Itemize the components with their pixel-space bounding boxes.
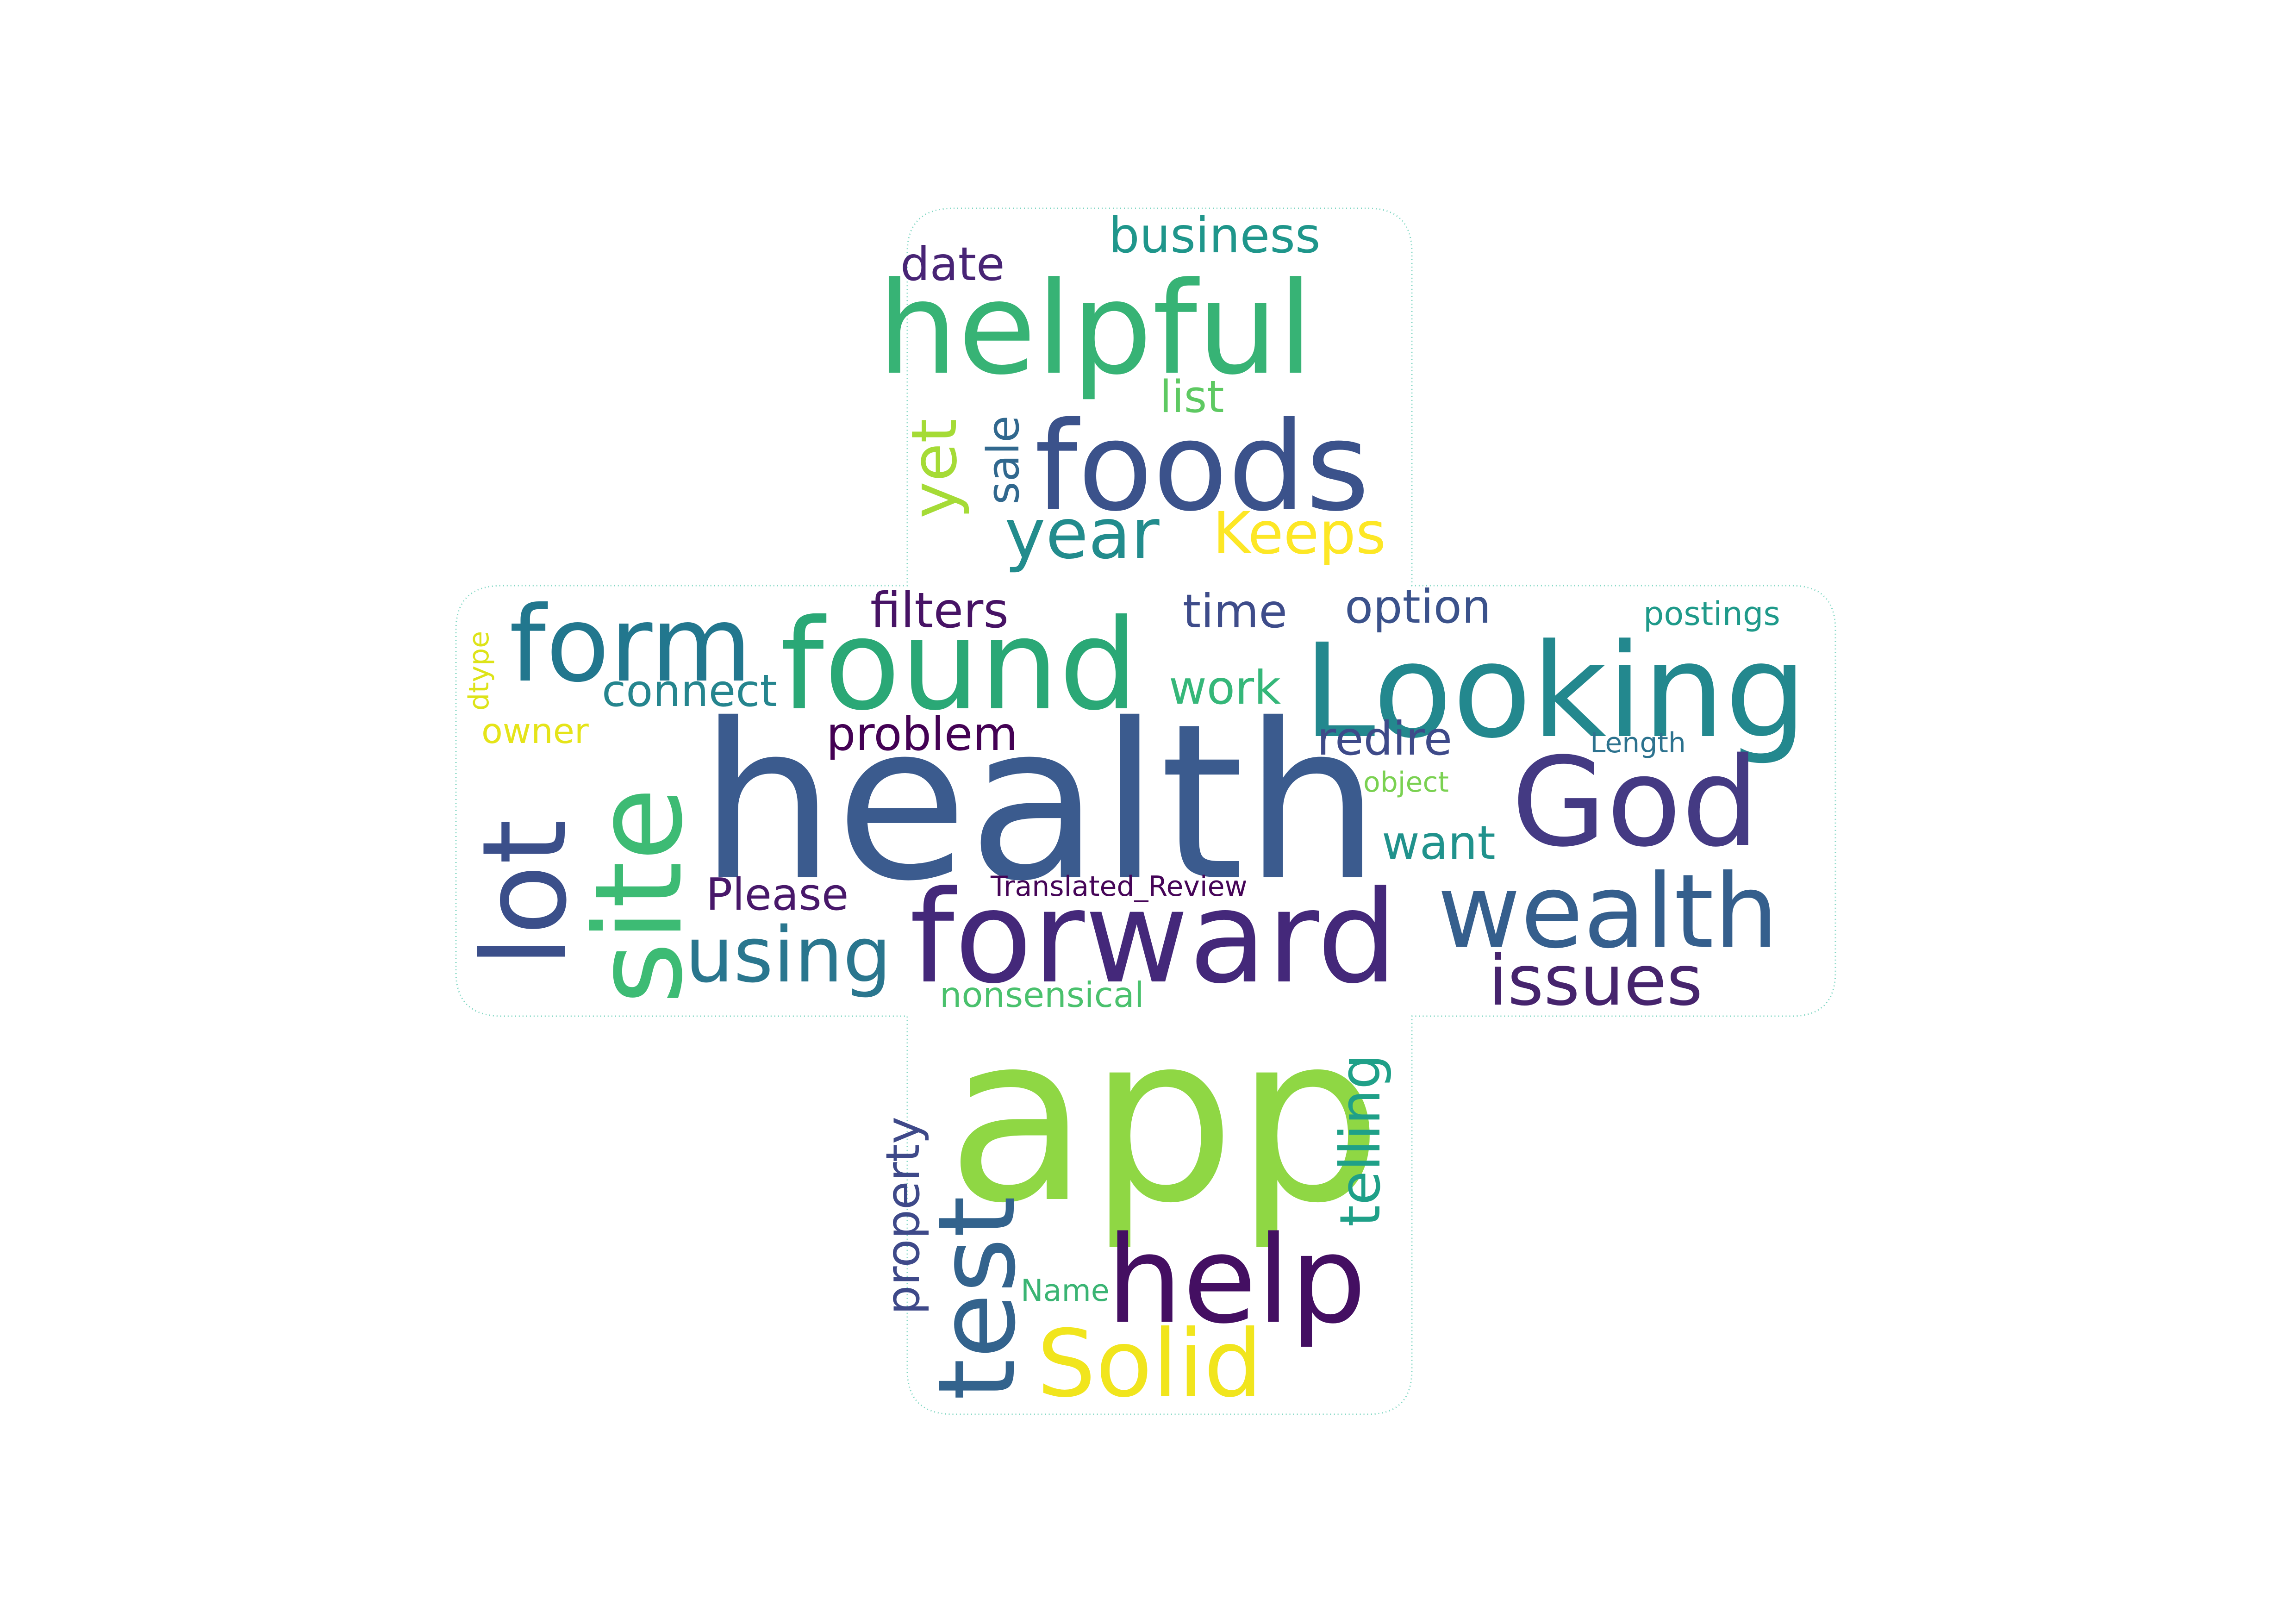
word-help: help [1106,1211,1366,1350]
word-solid: Solid [1037,1310,1262,1418]
word-looking: Looking [1303,616,1807,767]
word-health: health [699,677,1380,928]
word-using: using [685,911,892,999]
word-form: form [509,584,752,706]
word-option: option [1345,580,1491,634]
word-please: Please [706,869,849,920]
word-date: date [900,237,1005,291]
word-want: want [1382,816,1496,870]
word-sale: sale [978,415,1029,505]
word-property: property [876,1117,930,1315]
cross-shape-outline [455,207,1836,1415]
word-problem: problem [826,707,1018,761]
word-year: year [1004,494,1160,575]
word-issues: issues [1488,941,1703,1021]
word-app: app [947,984,1382,1254]
word-site: site [569,787,709,1005]
word-business: business [1109,207,1321,264]
word-forward: forward [910,863,1398,1012]
word-name: Name [1021,1274,1110,1308]
word-dtype: dtype [463,631,495,711]
word-object: object [1363,766,1449,799]
word-time: time [1183,584,1287,638]
word-list: list [1160,372,1224,423]
word-length: Length [1590,727,1686,759]
word-owner: owner [481,711,589,751]
word-lot: lot [457,819,592,968]
word-foods: foods [1035,396,1370,538]
word-telling: telling [1329,1054,1393,1227]
word-translated-review: Translated_Review [990,870,1248,903]
word-nonsensical: nonsensical [940,974,1144,1015]
word-found: found [780,592,1138,738]
word-redire: redire [1317,712,1452,766]
word-yet: yet [898,418,971,518]
word-filters: filters [870,582,1009,639]
word-wealth: wealth [1437,852,1778,971]
words-layer: app health forward Looking found helpful… [457,207,1807,1418]
word-work: work [1169,661,1281,715]
word-test: test [916,1196,1039,1400]
word-keeps: Keeps [1213,500,1386,567]
word-connect: connect [602,666,777,717]
word-helpful: helpful [877,255,1313,403]
word-god: God [1511,731,1759,874]
word-postings: postings [1643,595,1780,633]
